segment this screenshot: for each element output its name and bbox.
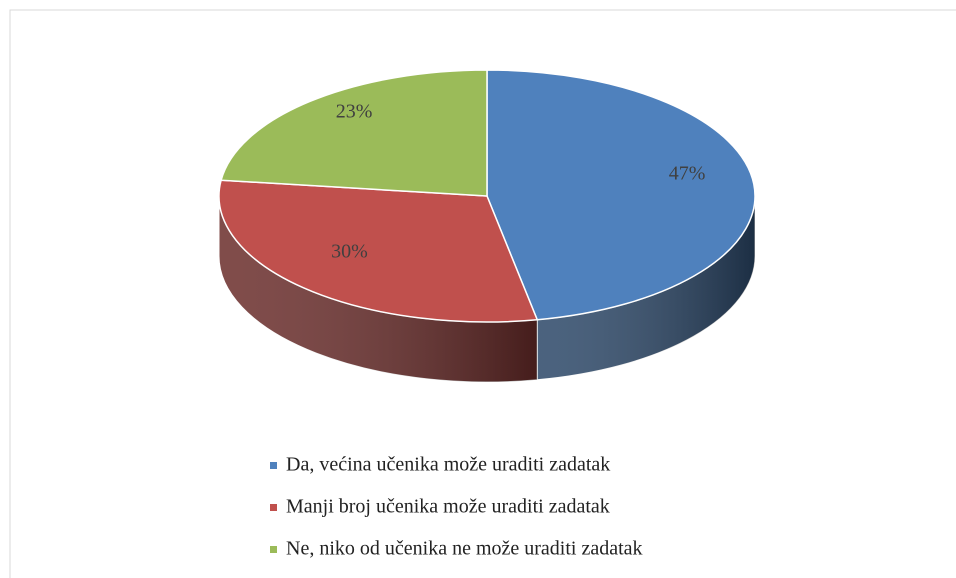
legend-label: Da, većina učenika može uraditi zadatak — [286, 454, 610, 476]
legend-label: Ne, niko od učenika ne može uraditi zada… — [286, 538, 643, 560]
slice — [486, 69, 756, 321]
slice — [220, 69, 488, 197]
data-label: 23% — [336, 101, 373, 123]
legend-swatch — [270, 504, 277, 511]
legend-swatch — [270, 462, 277, 469]
legend-swatch — [270, 546, 277, 553]
slice-side-shade — [537, 196, 755, 380]
slice-side-shade — [219, 196, 538, 382]
slice — [218, 179, 539, 323]
legend-label: Manji broj učenika može uraditi zadatak — [286, 496, 610, 518]
frame — [9, 9, 956, 578]
data-label: 47% — [669, 163, 706, 185]
data-label: 30% — [331, 240, 368, 262]
